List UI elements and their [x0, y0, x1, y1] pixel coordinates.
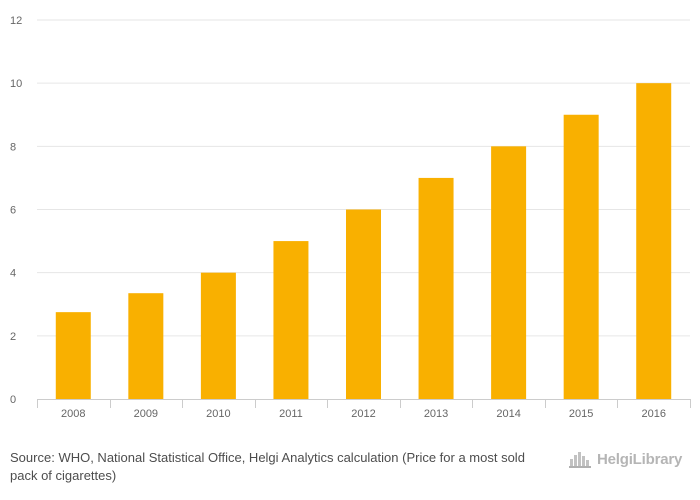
x-tick-label: 2009 — [134, 408, 158, 420]
bars — [55, 83, 672, 400]
x-tick-label: 2012 — [351, 408, 375, 420]
y-tick-label: 6 — [10, 205, 16, 217]
y-tick-label: 8 — [10, 141, 16, 153]
helgi-library-logo: HelgiLibrary — [569, 450, 682, 468]
logo-text: HelgiLibrary — [597, 450, 683, 468]
x-tick-label: 2015 — [569, 408, 593, 420]
bar-2015 — [563, 114, 599, 399]
source-text: WHO, National Statistical Office, Helgi … — [10, 450, 525, 483]
x-tick-label: 2016 — [641, 408, 665, 420]
y-tick-label: 12 — [10, 15, 22, 27]
x-tick-label: 2014 — [496, 408, 520, 420]
x-tick-label: 2010 — [206, 408, 230, 420]
source-note: Source: WHO, National Statistical Office… — [10, 449, 530, 485]
x-axis-ticks: 2008 2009 2010 2011 2012 2013 2014 2015 2016 — [37, 399, 691, 420]
x-tick-label: 2011 — [279, 408, 303, 420]
city-skyline-icon — [569, 452, 591, 468]
y-tick-label: 4 — [10, 268, 16, 280]
y-axis-ticks: 0 2 4 6 8 10 12 — [10, 15, 22, 406]
y-tick-label: 2 — [10, 331, 16, 343]
bar-2014 — [491, 146, 527, 399]
bar-2016 — [636, 83, 672, 400]
bar-2010 — [200, 272, 236, 399]
y-tick-label: 10 — [10, 78, 22, 90]
bar-2009 — [128, 293, 164, 399]
y-tick-label: 0 — [10, 394, 16, 406]
source-label: Source: — [10, 450, 55, 465]
bar-2012 — [346, 209, 381, 399]
bar-2011 — [273, 241, 309, 399]
bar-2008 — [55, 312, 91, 399]
bar-2013 — [418, 177, 454, 399]
x-tick-label: 2008 — [61, 408, 85, 420]
x-tick-label: 2013 — [424, 408, 448, 420]
